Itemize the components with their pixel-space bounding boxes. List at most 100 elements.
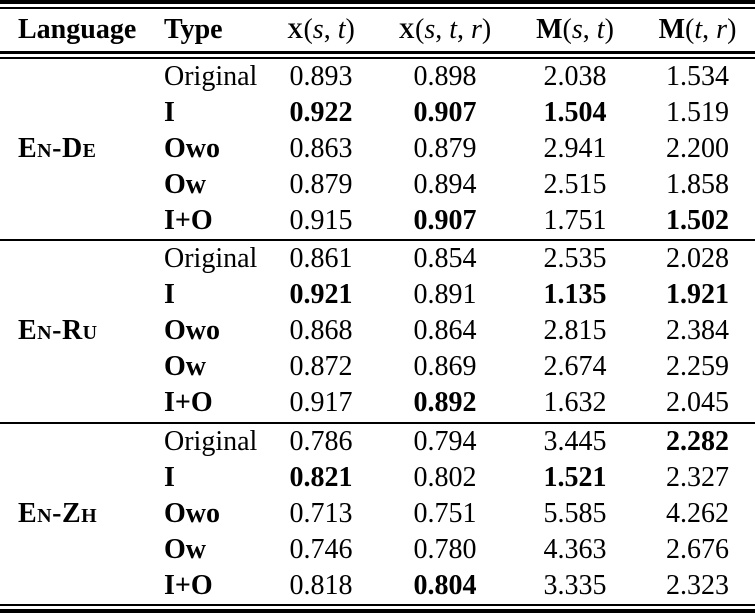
table-row: I+O 0.915 0.907 1.751 1.502 <box>150 203 755 239</box>
group-rows: Original 0.786 0.794 3.445 2.282 I 0.821 0.802 1… <box>150 424 755 605</box>
metric-value: 1.504 <box>543 96 607 128</box>
metric-value: 2.259 <box>666 351 729 383</box>
metric-value: 1.135 <box>543 279 607 311</box>
table-row: Original 0.786 0.794 3.445 2.282 <box>150 424 755 460</box>
metric-value: 0.898 <box>413 60 477 92</box>
metric-value: 0.879 <box>413 132 477 164</box>
table-row: Owo 0.868 0.864 2.815 2.384 <box>150 313 755 349</box>
language-group-en-de: En-De Original 0.893 0.898 2.038 1.534 I 0.922 0… <box>0 59 755 240</box>
metric-value: 2.676 <box>666 533 729 565</box>
col-header-language: Language <box>18 14 137 45</box>
metric-symbol: M <box>536 14 563 45</box>
metric-value: 2.028 <box>666 243 729 275</box>
metric-value: 0.869 <box>413 351 477 383</box>
metric-value: 0.879 <box>289 168 353 200</box>
metric-value: 1.858 <box>666 168 729 200</box>
table-row: I 0.921 0.891 1.135 1.921 <box>150 277 755 313</box>
metric-value: 1.521 <box>543 461 607 493</box>
metric-value: 0.794 <box>413 425 477 457</box>
metric-value: 0.780 <box>413 533 477 565</box>
language-group-en-zh: En-Zh Original 0.786 0.794 3.445 2.282 I 0.821 0… <box>0 424 755 605</box>
metric-value: 2.327 <box>666 461 729 493</box>
type-label: Original <box>164 425 258 457</box>
table-row: Ow 0.872 0.869 2.674 2.259 <box>150 349 755 385</box>
metric-args: (t, r) <box>685 14 737 45</box>
metric-value: 0.893 <box>289 60 353 92</box>
metric-value: 0.861 <box>289 243 353 275</box>
metric-value: 0.872 <box>289 351 353 383</box>
metric-value: 0.804 <box>413 569 477 601</box>
table-row: I 0.821 0.802 1.521 2.327 <box>150 460 755 496</box>
metric-value: 0.751 <box>413 497 477 529</box>
metric-value: 0.894 <box>413 168 477 200</box>
metric-value: 1.502 <box>666 204 729 236</box>
metric-value: 0.786 <box>289 425 353 457</box>
type-label: I+O <box>164 204 213 236</box>
metric-args: (s, t) <box>562 14 614 45</box>
type-label: I <box>164 279 175 311</box>
metric-value: 2.045 <box>666 387 729 419</box>
metric-value: 1.632 <box>543 387 607 419</box>
metric-value: 2.535 <box>543 243 607 275</box>
metric-args: (s, t, r) <box>415 14 492 45</box>
table-row: I 0.922 0.907 1.504 1.519 <box>150 95 755 131</box>
table-row: Ow 0.879 0.894 2.515 1.858 <box>150 167 755 203</box>
metric-value: 0.922 <box>289 96 353 128</box>
metric-args: (s, t) <box>303 14 355 45</box>
metric-value: 1.921 <box>666 279 729 311</box>
metric-value: 2.384 <box>666 315 729 347</box>
metric-value: 0.854 <box>413 243 477 275</box>
metric-symbol: X <box>287 19 304 43</box>
table-body: En-De Original 0.893 0.898 2.038 1.534 I 0.922 0… <box>0 59 755 605</box>
header-rule <box>0 51 755 59</box>
metric-value: 0.863 <box>289 132 353 164</box>
metric-value: 0.802 <box>413 461 477 493</box>
col-header-metric-x-st: X(s, t) <box>262 16 380 44</box>
group-separator-rule <box>0 421 755 424</box>
metric-value: 1.751 <box>543 204 607 236</box>
metric-value: 0.907 <box>413 96 477 128</box>
metric-symbol: M <box>658 14 686 45</box>
table-row: Ow 0.746 0.780 4.363 2.676 <box>150 532 755 568</box>
metric-value: 2.515 <box>543 168 607 200</box>
col-header-metric-m-st: M(s, t) <box>510 16 640 44</box>
metric-value: 2.200 <box>666 132 729 164</box>
type-label: Original <box>164 243 258 275</box>
metric-value: 2.941 <box>543 132 607 164</box>
type-label: Ow <box>164 351 206 383</box>
type-label: I+O <box>164 569 213 601</box>
metric-value: 2.323 <box>666 569 729 601</box>
language-label: En-Ru <box>18 315 98 347</box>
language-label: En-De <box>18 132 97 164</box>
metric-value: 0.818 <box>289 569 353 601</box>
metric-value: 2.674 <box>543 351 607 383</box>
metric-value: 0.868 <box>289 315 353 347</box>
type-label: Owo <box>164 497 220 529</box>
table-row: I+O 0.818 0.804 3.335 2.323 <box>150 568 755 604</box>
table-header-row: Language Type X(s, t) X(s, t, r) M(s, t) M(t,… <box>0 9 755 51</box>
metric-value: 0.821 <box>289 461 353 493</box>
metric-value: 0.864 <box>413 315 477 347</box>
metric-value: 2.038 <box>543 60 607 92</box>
metric-value: 3.335 <box>543 569 607 601</box>
language-label: En-Zh <box>18 497 98 529</box>
type-label: Owo <box>164 315 220 347</box>
col-header-metric-x-str: X(s, t, r) <box>380 16 510 44</box>
metric-value: 5.585 <box>543 497 607 529</box>
language-group-en-ru: En-Ru Original 0.861 0.854 2.535 2.028 I 0.921 0… <box>0 241 755 422</box>
metric-value: 0.915 <box>289 204 353 236</box>
table-row: Owo 0.863 0.879 2.941 2.200 <box>150 131 755 167</box>
type-label: I <box>164 461 175 493</box>
metric-value: 0.907 <box>413 204 477 236</box>
metric-value: 1.519 <box>666 96 729 128</box>
metric-value: 1.534 <box>666 60 729 92</box>
type-label: Owo <box>164 132 220 164</box>
bottom-rule <box>0 604 755 613</box>
type-label: Original <box>164 60 258 92</box>
metric-value: 0.917 <box>289 387 353 419</box>
type-label: Ow <box>164 168 206 200</box>
group-rows: Original 0.861 0.854 2.535 2.028 I 0.921 0.891 1… <box>150 241 755 422</box>
table-row: Owo 0.713 0.751 5.585 4.262 <box>150 496 755 532</box>
metric-value: 0.746 <box>289 533 353 565</box>
